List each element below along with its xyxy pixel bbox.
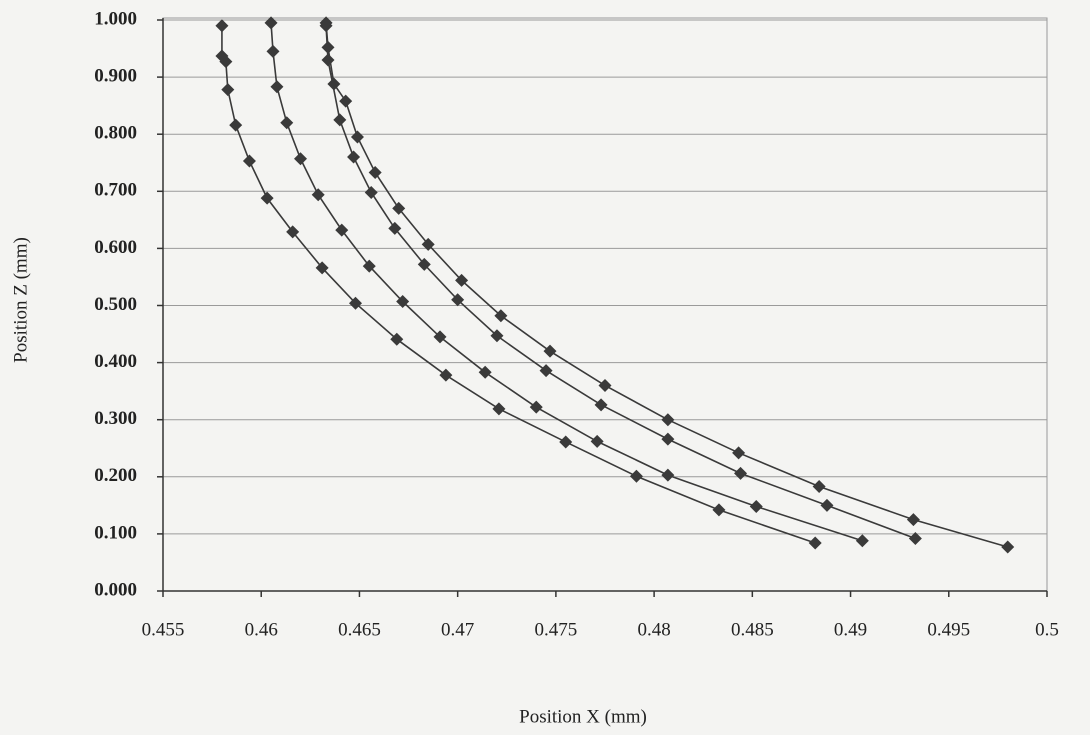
marker [906,513,920,527]
marker [559,435,573,449]
marker [327,77,341,91]
marker [349,296,363,310]
marker [734,466,748,480]
series-line [270,22,863,542]
marker [390,332,404,346]
marker [335,223,349,237]
x-tick-label: 0.49 [834,619,867,640]
marker [1001,540,1015,554]
y-tick-label: 0.300 [94,408,137,429]
marker [266,44,280,58]
y-tick-label: 0.700 [94,180,137,201]
marker [260,191,274,205]
y-tick-label: 0.500 [94,294,137,315]
marker [732,446,746,460]
marker [855,534,869,548]
marker [280,116,294,130]
x-tick-label: 0.48 [637,619,670,640]
marker [388,221,402,235]
marker [661,468,675,482]
marker [221,83,235,97]
marker [820,498,834,512]
marker [455,273,469,287]
marker [368,165,382,179]
marker [350,130,364,144]
y-tick-label: 1.000 [94,8,137,29]
marker [492,402,506,416]
y-tick-label: 0.100 [94,522,137,543]
marker [311,188,325,202]
y-axis-title: Position Z (mm) [10,237,31,363]
y-tick-label: 0.400 [94,351,137,372]
x-tick-label: 0.5 [1035,619,1059,640]
y-tick-label: 0.600 [94,237,137,258]
marker [590,434,604,448]
x-tick-label: 0.495 [927,619,970,640]
marker [490,329,504,343]
x-tick-label: 0.47 [441,619,474,640]
marker [417,257,431,271]
marker [286,225,300,239]
x-tick-label: 0.455 [142,619,185,640]
marker [712,503,726,517]
marker [629,469,643,483]
marker [661,413,675,427]
marker [808,536,822,550]
marker [594,398,608,412]
marker [229,118,243,132]
marker [396,295,410,309]
marker [319,16,333,30]
marker [439,368,453,382]
x-tick-label: 0.465 [338,619,381,640]
marker [543,344,557,358]
marker [478,365,492,379]
x-axis-title: Position X (mm) [519,706,647,727]
marker [539,364,553,378]
marker [364,185,378,199]
marker [529,400,543,414]
marker [219,55,233,69]
marker [433,330,447,344]
x-tick-label: 0.485 [731,619,774,640]
marker [421,237,435,251]
marker [362,259,376,273]
marker [215,19,229,33]
marker [315,261,329,275]
marker [242,154,256,168]
marker [333,113,347,127]
marker [270,80,284,94]
marker [321,40,335,54]
marker [347,150,361,164]
marker [661,432,675,446]
x-tick-label: 0.475 [535,619,578,640]
x-tick-label: 0.46 [245,619,278,640]
marker [339,94,353,108]
marker [451,293,465,307]
marker [908,531,922,545]
marker [294,152,308,166]
marker [812,480,826,494]
marker [494,309,508,323]
marker [392,201,406,215]
y-tick-label: 0.000 [94,579,137,600]
marker [598,378,612,392]
y-tick-label: 0.800 [94,123,137,144]
marker [264,16,278,30]
marker [749,499,763,513]
y-tick-label: 0.200 [94,465,137,486]
y-tick-label: 0.900 [94,65,137,86]
